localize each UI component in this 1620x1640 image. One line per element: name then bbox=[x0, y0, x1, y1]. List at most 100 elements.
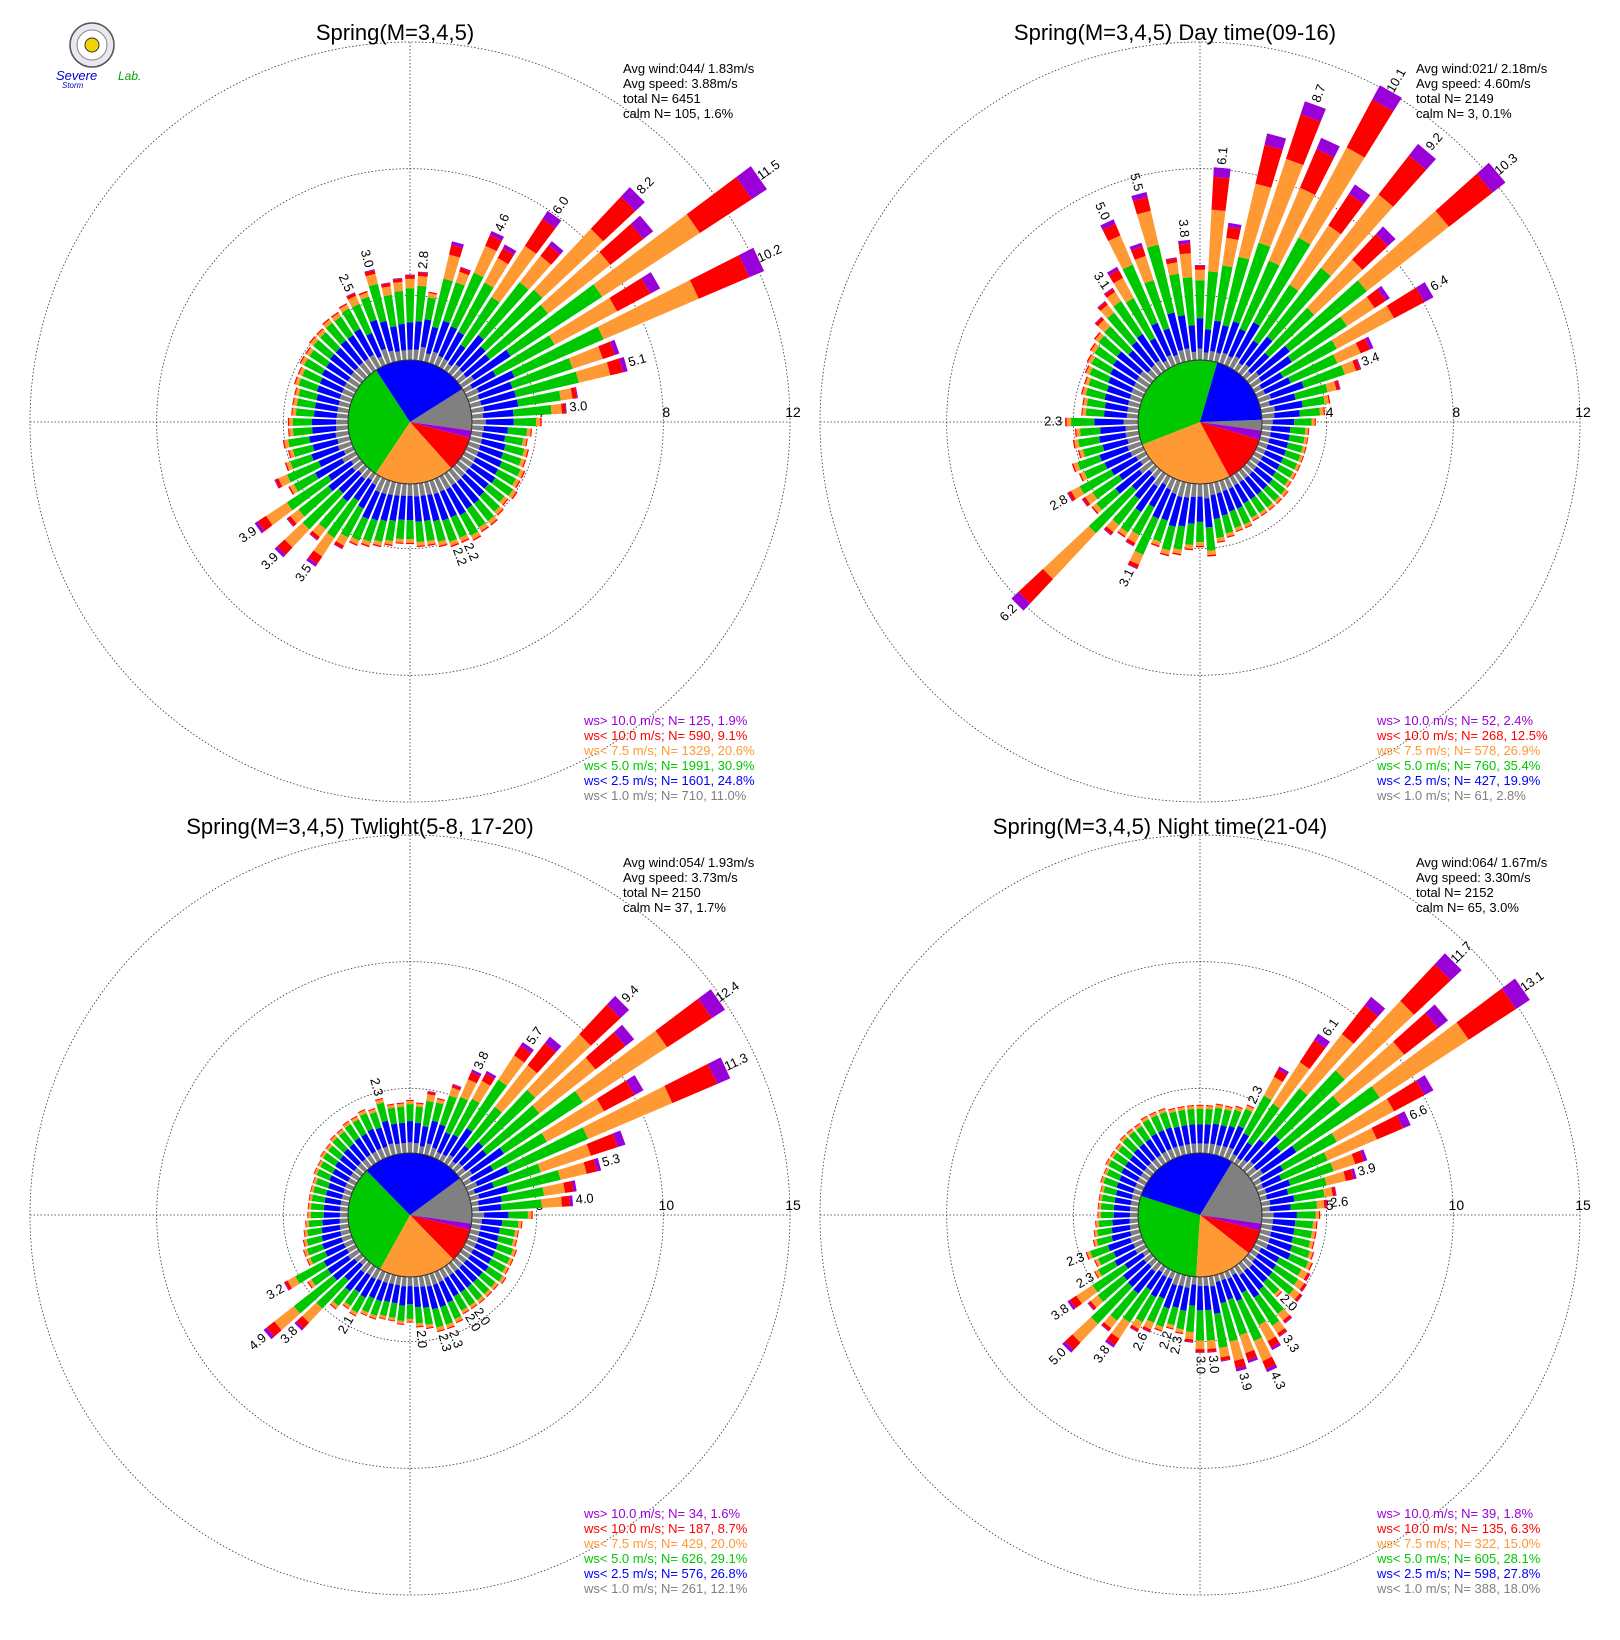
petal-segment bbox=[335, 1161, 354, 1177]
petal-value-label: 4.3 bbox=[1268, 1369, 1289, 1392]
petal-segment bbox=[413, 349, 419, 361]
petal-segment bbox=[1100, 1203, 1115, 1211]
petal-segment bbox=[1296, 464, 1301, 472]
petal-segment bbox=[1208, 1143, 1215, 1155]
petal-segment bbox=[394, 291, 405, 325]
petal-segment bbox=[363, 518, 378, 542]
petal-segment bbox=[1094, 418, 1124, 426]
petal-value-label: 8.7 bbox=[1308, 82, 1328, 104]
petal-segment bbox=[1074, 439, 1080, 449]
petal-segment bbox=[1088, 378, 1109, 392]
petal-segment bbox=[1259, 508, 1267, 516]
petal-segment bbox=[1310, 1252, 1315, 1260]
petal-segment bbox=[1221, 1278, 1234, 1300]
petal-segment bbox=[455, 271, 469, 286]
petal-segment bbox=[1178, 1109, 1188, 1127]
petal-segment bbox=[330, 1135, 338, 1143]
petal-segment bbox=[1124, 1252, 1145, 1269]
petal-segment bbox=[1100, 219, 1116, 230]
petal-segment bbox=[1090, 1245, 1110, 1259]
petal-segment bbox=[1091, 506, 1099, 515]
petal-segment bbox=[690, 255, 750, 299]
petal-segment bbox=[1258, 1286, 1284, 1314]
petal-segment bbox=[1239, 1332, 1255, 1354]
petal-segment bbox=[424, 481, 432, 496]
petal-segment bbox=[1125, 297, 1156, 342]
petal-segment bbox=[1103, 1186, 1118, 1196]
petal-segment bbox=[432, 278, 453, 329]
petal-segment bbox=[1263, 485, 1280, 502]
petal-segment bbox=[295, 408, 315, 417]
petal-value-label: 3.9 bbox=[1236, 1371, 1255, 1392]
petal-segment bbox=[308, 336, 316, 344]
petal-segment bbox=[506, 1257, 513, 1266]
pie-slice bbox=[1200, 362, 1262, 422]
petal-segment bbox=[401, 1276, 407, 1287]
petal-segment bbox=[1260, 1200, 1271, 1207]
petal-segment bbox=[468, 1254, 489, 1272]
petal-segment bbox=[286, 461, 322, 483]
petal-segment bbox=[341, 1194, 351, 1201]
petal-segment bbox=[514, 1239, 518, 1247]
petal-value-label: 2.3 bbox=[367, 1076, 386, 1097]
petal-segment bbox=[392, 278, 403, 283]
petal-segment bbox=[406, 539, 414, 543]
petal-segment bbox=[1319, 407, 1324, 416]
petal-segment bbox=[1118, 527, 1128, 537]
petal-segment bbox=[1156, 1306, 1170, 1328]
petal-segment bbox=[416, 1325, 424, 1328]
legend-entry: ws< 10.0 m/s; N= 135, 6.3% bbox=[1376, 1521, 1541, 1536]
petal-segment bbox=[1096, 1235, 1113, 1246]
petal-segment bbox=[1062, 1341, 1074, 1353]
petal-segment bbox=[448, 364, 460, 376]
petal-segment bbox=[1173, 1126, 1184, 1147]
petal-segment bbox=[295, 387, 301, 397]
petal-segment bbox=[1268, 1237, 1293, 1252]
stats-line: calm N= 105, 1.6% bbox=[623, 106, 734, 121]
petal-segment bbox=[512, 478, 520, 488]
petal-segment bbox=[406, 1321, 414, 1323]
petal-segment bbox=[1267, 502, 1275, 510]
petal-segment bbox=[1196, 1104, 1204, 1106]
radial-tick-label: 4 bbox=[1326, 404, 1334, 420]
petal-segment bbox=[329, 1175, 347, 1188]
petal-segment bbox=[1272, 418, 1295, 426]
petal-segment bbox=[353, 477, 372, 501]
petal-segment bbox=[1134, 515, 1159, 555]
legend-entry: ws< 5.0 m/s; N= 626, 29.1% bbox=[583, 1551, 748, 1566]
petal-segment bbox=[619, 357, 628, 373]
petal-segment bbox=[1274, 410, 1300, 418]
petal-segment bbox=[298, 486, 333, 517]
grid-circle bbox=[1072, 294, 1328, 550]
petal-segment bbox=[477, 381, 513, 400]
petal-segment bbox=[465, 446, 479, 456]
petal-segment bbox=[396, 1102, 404, 1105]
petal-segment bbox=[366, 1154, 377, 1166]
petal-segment bbox=[1343, 1169, 1354, 1181]
petal-segment bbox=[1286, 1177, 1327, 1195]
petal-segment bbox=[362, 1158, 372, 1169]
petal-segment bbox=[465, 1239, 477, 1248]
petal-segment bbox=[499, 496, 508, 505]
petal-segment bbox=[1235, 528, 1244, 533]
petal-segment bbox=[1133, 1122, 1141, 1128]
petal-segment bbox=[1229, 1267, 1237, 1276]
petal-segment bbox=[1125, 541, 1134, 547]
petal-segment bbox=[1221, 514, 1234, 534]
petal-segment bbox=[322, 1218, 340, 1226]
petal-segment bbox=[289, 449, 295, 459]
petal-segment bbox=[1262, 419, 1273, 425]
petal-segment bbox=[707, 1057, 731, 1084]
petal-segment bbox=[1456, 988, 1516, 1040]
petal-segment bbox=[467, 441, 481, 450]
petal-segment bbox=[1091, 356, 1114, 374]
petal-segment bbox=[1203, 329, 1212, 353]
petal-segment bbox=[1097, 319, 1111, 333]
petal-segment bbox=[1227, 222, 1242, 230]
petal-segment bbox=[1476, 162, 1506, 193]
petal-segment bbox=[384, 539, 394, 545]
petal-segment bbox=[1222, 321, 1240, 355]
petal-segment bbox=[1217, 540, 1226, 543]
petal-segment bbox=[1208, 482, 1216, 496]
petal-segment bbox=[288, 436, 311, 448]
